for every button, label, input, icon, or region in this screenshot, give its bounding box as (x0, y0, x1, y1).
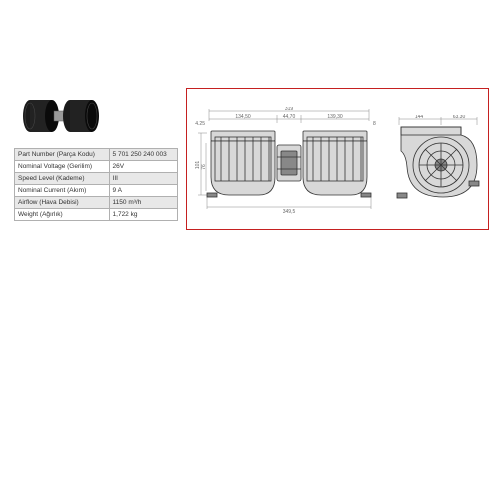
dim-total-width: 319 (285, 107, 294, 112)
spec-label: Nominal Current (Akım) (15, 185, 110, 197)
spec-value: 1,722 kg (109, 209, 177, 221)
dim-outer-left: 134,50 (235, 114, 251, 120)
dim-right-half: 139,30 (327, 114, 343, 120)
front-view-drawing: 319 134,50 44,70 139,30 8 4.25 101 76 34… (193, 107, 385, 215)
spec-value: 26V (109, 161, 177, 173)
dim-side-width: 144 (415, 115, 424, 120)
spec-value: 5 701 250 240 003 (109, 149, 177, 161)
side-view-drawing: 144 63.30 (393, 115, 483, 207)
spec-row: Nominal Current (Akım)9 A (15, 185, 178, 197)
spec-label: Speed Level (Kademe) (15, 173, 110, 185)
spec-row: Nominal Voltage (Gerilim)26V (15, 161, 178, 173)
spec-row: Weight (Ağırlık)1,722 kg (15, 209, 178, 221)
dim-small-l: 4.25 (195, 121, 205, 127)
spec-label: Airflow (Hava Debisi) (15, 197, 110, 209)
dim-height-body: 76 (201, 164, 207, 170)
spec-table: Part Number (Parça Kodu)5 701 250 240 00… (14, 148, 178, 221)
product-photo (18, 92, 106, 140)
dim-bottom-width: 349,5 (283, 209, 296, 215)
dim-center-gap: 44,70 (283, 114, 296, 120)
spec-label: Weight (Ağırlık) (15, 209, 110, 221)
technical-drawing: 319 134,50 44,70 139,30 8 4.25 101 76 34… (186, 88, 489, 230)
spec-value: III (109, 173, 177, 185)
spec-value: 1150 m³/h (109, 197, 177, 209)
spec-value: 9 A (109, 185, 177, 197)
dim-side-offset: 63.30 (453, 115, 466, 120)
spec-label: Part Number (Parça Kodu) (15, 149, 110, 161)
spec-row: Airflow (Hava Debisi)1150 m³/h (15, 197, 178, 209)
dim-small-r: 8 (373, 121, 376, 127)
spec-label: Nominal Voltage (Gerilim) (15, 161, 110, 173)
spec-row: Speed Level (Kademe)III (15, 173, 178, 185)
spec-row: Part Number (Parça Kodu)5 701 250 240 00… (15, 149, 178, 161)
